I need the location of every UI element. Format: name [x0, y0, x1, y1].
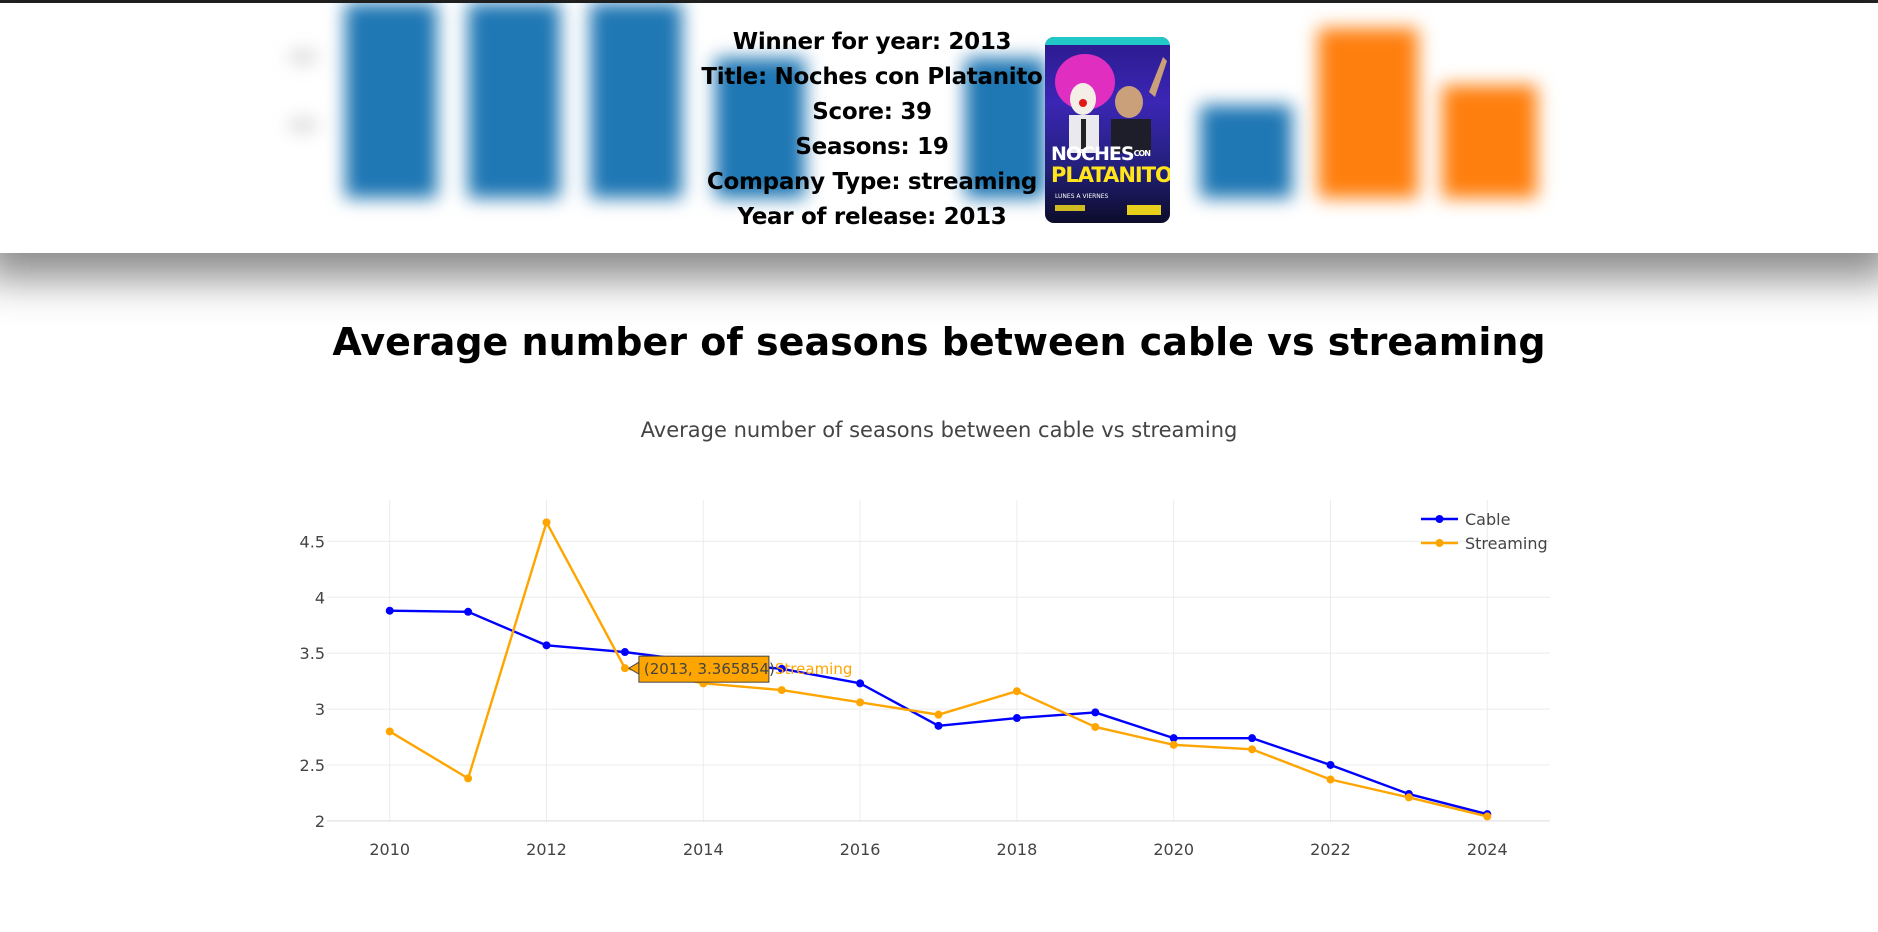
data-point-streaming[interactable] — [1012, 687, 1021, 696]
x-tick-label: 2012 — [526, 840, 567, 859]
top-border — [0, 0, 1878, 3]
y-tick-label: 2 — [315, 812, 325, 831]
blurred-bar — [965, 58, 1045, 198]
legend-swatch-marker[interactable] — [1435, 539, 1444, 547]
data-point-cable[interactable] — [1091, 708, 1100, 717]
poster-title-con: CON — [1133, 149, 1151, 158]
y-tick-label: 3 — [315, 700, 325, 719]
y-tick-label: 4 — [315, 588, 325, 607]
blurred-bar — [1442, 85, 1537, 198]
data-point-cable[interactable] — [777, 664, 786, 673]
data-point-cable[interactable] — [1169, 734, 1178, 743]
data-point-streaming[interactable] — [934, 710, 943, 719]
blurred-bar — [590, 3, 682, 198]
data-point-streaming[interactable] — [464, 774, 473, 783]
data-point-cable[interactable] — [1326, 760, 1335, 769]
data-point-streaming[interactable] — [1326, 775, 1335, 784]
data-point-streaming[interactable] — [1404, 793, 1413, 802]
hover-tooltip-series: Streaming — [775, 660, 852, 678]
legend-swatch-marker[interactable] — [1435, 515, 1444, 523]
page-title: Average number of seasons between cable … — [332, 320, 1546, 364]
winner-title-line: Title: Noches con Platanito — [701, 64, 1043, 90]
x-tick-label: 2018 — [997, 840, 1038, 859]
series-line-streaming — [389, 521, 1488, 818]
data-point-streaming[interactable] — [620, 664, 629, 673]
data-point-cable[interactable] — [934, 721, 943, 730]
data-point-streaming[interactable] — [1483, 812, 1492, 821]
blurred-bar — [468, 3, 560, 198]
blurred-tick — [290, 53, 316, 61]
x-tick-label: 2022 — [1310, 840, 1351, 859]
hover-tooltip-box — [638, 655, 770, 683]
data-point-streaming[interactable] — [1248, 745, 1257, 754]
data-point-streaming[interactable] — [856, 698, 865, 707]
data-point-cable[interactable] — [464, 607, 473, 616]
y-tick-label: 2.5 — [300, 756, 325, 775]
x-tick-label: 2010 — [369, 840, 410, 859]
winner-company-type-line: Company Type: streaming — [706, 169, 1038, 195]
legend-label-streaming[interactable]: Streaming — [1465, 534, 1548, 553]
data-point-cable[interactable] — [542, 641, 551, 650]
x-tick-label: 2016 — [840, 840, 881, 859]
poster-artwork — [1045, 37, 1170, 215]
x-tick-label: 2024 — [1467, 840, 1508, 859]
data-point-streaming[interactable] — [1169, 740, 1178, 749]
blurred-tick — [290, 121, 316, 129]
data-point-cable[interactable] — [1248, 734, 1257, 743]
data-point-cable[interactable] — [1012, 714, 1021, 723]
poster-title-top-text: NOCHES — [1051, 143, 1135, 165]
winner-year-line: Winner for year: 2013 — [732, 29, 1012, 55]
hover-tooltip-value: (2013, 3.365854) — [644, 660, 775, 678]
data-point-streaming[interactable] — [385, 727, 394, 736]
data-point-streaming[interactable] — [1091, 722, 1100, 731]
data-point-cable[interactable] — [856, 679, 865, 688]
blurred-bar — [1200, 105, 1292, 198]
show-poster-image: NOCHESCON PLATANITO LUNES A VIERNES — [1045, 37, 1170, 223]
data-point-streaming[interactable] — [542, 518, 551, 527]
data-point-cable[interactable] — [385, 606, 394, 615]
y-tick-label: 4.5 — [300, 532, 325, 551]
blurred-bar — [1318, 28, 1418, 198]
blurred-bar — [345, 3, 437, 198]
hover-pointer — [627, 661, 640, 676]
chart-title: Average number of seasons between cable … — [640, 418, 1238, 442]
y-tick-label: 3.5 — [300, 644, 325, 663]
data-point-cable[interactable] — [620, 648, 629, 657]
winner-seasons-line: Seasons: 19 — [795, 134, 949, 160]
winner-info: Winner for year: 2013 Title: Noches con … — [690, 25, 1054, 235]
data-point-streaming[interactable] — [777, 686, 786, 695]
blurred-background-chart — [0, 3, 1878, 253]
blurred-bar — [715, 58, 805, 198]
x-tick-label: 2020 — [1153, 840, 1194, 859]
legend-label-cable[interactable]: Cable — [1465, 510, 1510, 529]
poster-title-top: NOCHESCON — [1051, 144, 1164, 164]
winner-score-line: Score: 39 — [812, 99, 932, 125]
poster-title-bottom: PLATANITO — [1051, 163, 1170, 187]
winner-release-year-line: Year of release: 2013 — [737, 204, 1007, 230]
x-tick-label: 2014 — [683, 840, 724, 859]
poster-subtitle: LUNES A VIERNES — [1055, 193, 1109, 200]
winner-banner: Winner for year: 2013 Title: Noches con … — [0, 3, 1878, 253]
